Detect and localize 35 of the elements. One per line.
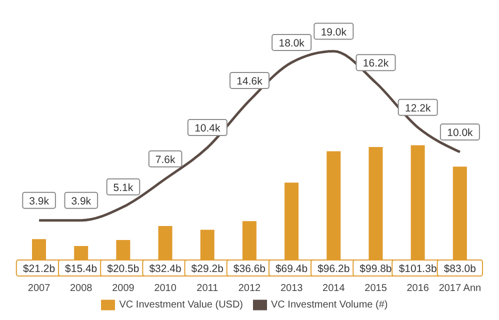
data-label: 12.2k	[405, 102, 432, 114]
data-label: $101.3b	[398, 263, 437, 275]
data-label: 10.4k	[194, 122, 221, 135]
data-label: 10.0k	[447, 127, 474, 140]
x-tick-label: 2015	[364, 283, 388, 294]
x-tick-label: 2011	[196, 283, 219, 294]
data-label: 14.6k	[236, 76, 264, 88]
x-tick-label: 2016	[406, 283, 430, 294]
data-label: $99.8b	[360, 263, 392, 275]
x-tick-label: 2007	[28, 283, 51, 294]
data-label: $69.4b	[275, 263, 308, 275]
data-label: $29.2b	[191, 263, 224, 275]
data-label: 19.0k	[320, 26, 348, 38]
data-label: $36.6b	[233, 263, 266, 275]
data-label: 7.6k	[155, 154, 176, 166]
data-label: 5.1k	[113, 182, 134, 194]
data-label: 16.2k	[362, 58, 390, 70]
x-tick-label: 2017 Ann	[438, 283, 482, 294]
data-label: 18.0k	[278, 37, 306, 50]
x-tick-label: 2013	[280, 283, 304, 294]
data-label: $83.0b	[444, 263, 476, 275]
data-label: $20.5b	[107, 263, 140, 275]
data-label: $32.4b	[149, 263, 182, 275]
x-tick-label: 2014	[322, 283, 346, 294]
x-tick-label: 2009	[112, 283, 135, 294]
x-tick-label: 2008	[70, 283, 93, 294]
data-label: 3.9k	[29, 195, 50, 208]
data-label: $96.2b	[318, 263, 350, 275]
data-label: $15.4b	[65, 263, 98, 275]
data-label: $21.2b	[22, 263, 56, 275]
data-label: 3.9k	[71, 195, 92, 208]
x-tick-label: 2010	[154, 283, 177, 294]
legend-label: VC Investment Value (USD)	[119, 300, 244, 311]
legend-label: VC Investment Volume (#)	[271, 300, 388, 311]
x-tick-label: 2012	[238, 283, 262, 294]
